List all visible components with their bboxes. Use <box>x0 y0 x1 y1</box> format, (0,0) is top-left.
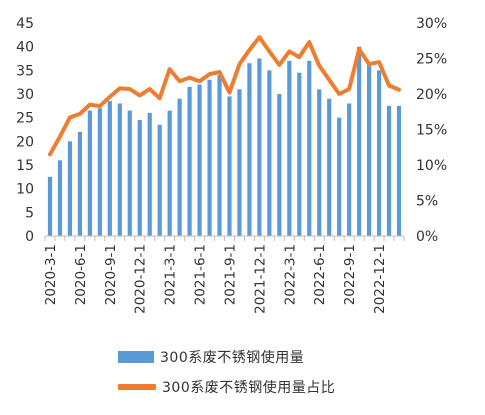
bar-series <box>47 46 402 237</box>
x-tick-label: 2021-12-1 <box>252 244 268 314</box>
y-left-tick-label: 25 <box>16 111 34 127</box>
x-tick-label: 2022-3-1 <box>282 244 298 305</box>
x-axis-tick-labels: 2020-3-1 2020-6-1 2020-9-1 2020-12-1 2021-3-… <box>43 244 388 314</box>
x-tick-label: 2021-9-1 <box>222 244 238 305</box>
bar <box>107 101 112 236</box>
line-series <box>47 35 402 157</box>
y-left-tick-label: 15 <box>16 158 34 174</box>
bar <box>257 58 262 236</box>
bar <box>127 110 132 236</box>
bar <box>67 141 73 236</box>
y-axis-left: 0 5 10 15 20 25 30 35 40 45 <box>16 16 34 245</box>
bar <box>337 117 342 236</box>
bar <box>187 86 192 237</box>
bar <box>317 89 322 237</box>
bar <box>357 46 362 236</box>
bar <box>307 60 312 237</box>
bar <box>157 124 162 236</box>
bar <box>297 72 302 236</box>
bar <box>217 75 222 236</box>
y-right-tick-label: 5% <box>416 194 438 210</box>
y-right-tick-label: 30% <box>416 16 447 32</box>
y-left-tick-label: 20 <box>16 134 34 150</box>
bar <box>177 98 182 236</box>
bar <box>97 108 102 236</box>
line-path <box>47 35 402 157</box>
bar <box>167 110 172 236</box>
bar <box>57 160 63 236</box>
y-right-tick-label: 20% <box>416 87 447 103</box>
legend-label-bar: 300系废不锈钢使用量 <box>160 350 305 366</box>
bar <box>287 60 292 237</box>
y-left-tick-label: 45 <box>16 16 34 32</box>
bar <box>77 131 82 236</box>
bar <box>367 63 372 237</box>
bar <box>237 89 242 237</box>
x-tick-label: 2021-3-1 <box>163 244 179 305</box>
bar <box>47 176 53 236</box>
x-tick-label: 2020-9-1 <box>103 244 119 305</box>
bar <box>376 70 382 236</box>
y-left-tick-label: 10 <box>16 182 34 198</box>
bar <box>227 96 232 237</box>
x-tick-label: 2022-9-1 <box>342 244 358 305</box>
x-tick-label: 2020-12-1 <box>133 244 149 314</box>
legend-item-bar: 300系废不锈钢使用量 <box>118 347 304 367</box>
y-left-tick-label: 5 <box>25 205 34 221</box>
bar <box>327 98 332 236</box>
bar <box>386 105 392 236</box>
x-tick-label: 2021-6-1 <box>193 244 209 305</box>
y-left-tick-label: 35 <box>16 63 34 79</box>
chart-canvas: 0 5 10 15 20 25 30 35 40 45 0% 5% 10% 15% 20% 25% 30% 2… <box>16 16 447 314</box>
x-tick-label: 2022-6-1 <box>312 244 328 305</box>
legend-swatch-bar <box>118 351 154 363</box>
legend-swatch-line <box>118 384 156 390</box>
legend-item-line: 300系废不锈钢使用量占比 <box>118 377 335 397</box>
y-left-tick-label: 30 <box>16 87 34 103</box>
x-tick-label: 2020-3-1 <box>43 244 59 305</box>
y-left-tick-label: 40 <box>16 40 34 56</box>
legend-label-line: 300系废不锈钢使用量占比 <box>162 380 336 396</box>
bar <box>207 79 212 236</box>
bar <box>267 70 272 236</box>
x-tick-label: 2020-6-1 <box>73 244 89 305</box>
y-right-tick-label: 10% <box>416 158 447 174</box>
bar <box>347 103 352 236</box>
bar <box>277 94 282 236</box>
y-right-tick-label: 15% <box>416 123 447 139</box>
bar <box>247 63 252 237</box>
y-left-tick-label: 0 <box>25 229 34 245</box>
bar <box>137 120 142 236</box>
bar <box>197 84 202 236</box>
bar <box>147 112 152 236</box>
x-axis <box>44 235 405 241</box>
y-right-tick-label: 25% <box>416 52 447 68</box>
y-right-tick-label: 0% <box>416 229 438 245</box>
bar <box>117 103 122 236</box>
x-tick-label: 2022-12-1 <box>372 244 388 314</box>
bar <box>87 110 92 236</box>
bar <box>396 105 402 236</box>
y-axis-right: 0% 5% 10% 15% 20% 25% 30% <box>416 16 447 245</box>
